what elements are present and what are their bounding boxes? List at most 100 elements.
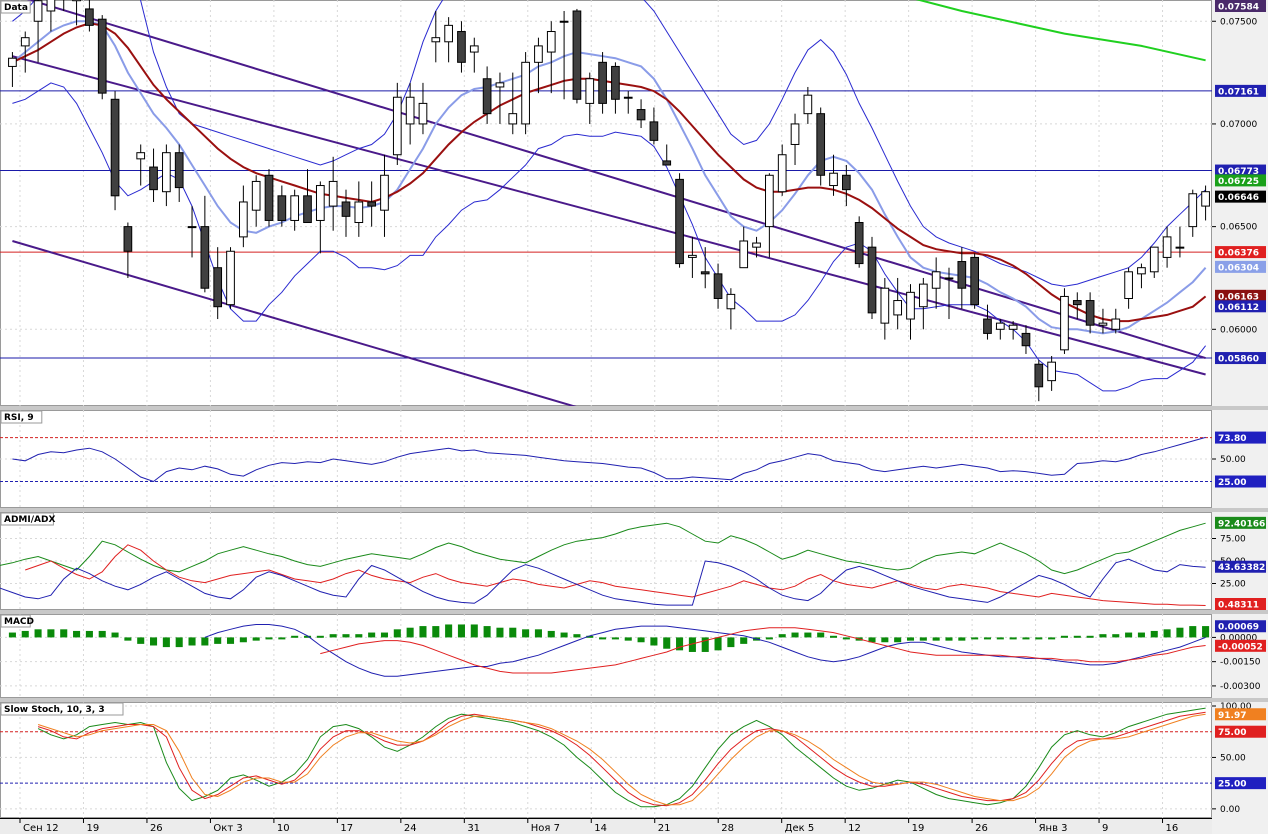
candle[interactable] — [572, 8, 582, 104]
candle[interactable] — [611, 62, 620, 114]
candle[interactable] — [33, 0, 43, 63]
candle[interactable] — [1162, 226, 1172, 268]
candle[interactable] — [1149, 246, 1159, 278]
candle[interactable] — [1188, 189, 1198, 237]
candle[interactable] — [1008, 321, 1018, 340]
candle[interactable] — [46, 0, 56, 32]
candle[interactable] — [688, 236, 697, 278]
candle[interactable] — [777, 144, 787, 196]
candle[interactable] — [867, 236, 877, 320]
candle[interactable] — [97, 15, 107, 100]
candle[interactable] — [85, 0, 94, 32]
candle[interactable] — [1072, 292, 1082, 320]
candle[interactable] — [213, 247, 223, 320]
candle[interactable] — [174, 144, 184, 202]
candle[interactable] — [854, 216, 864, 268]
candle[interactable] — [469, 37, 479, 73]
candle[interactable] — [328, 156, 338, 231]
candle[interactable] — [431, 10, 441, 63]
candle[interactable] — [277, 185, 287, 227]
candle[interactable] — [1047, 355, 1056, 391]
candle[interactable] — [251, 175, 261, 227]
candle[interactable] — [392, 82, 402, 166]
candle[interactable] — [1175, 226, 1185, 258]
candle[interactable] — [957, 247, 967, 309]
candle[interactable] — [970, 253, 979, 309]
candle[interactable] — [1034, 360, 1044, 402]
candle[interactable] — [918, 277, 928, 330]
candle[interactable] — [1201, 185, 1210, 221]
candle[interactable] — [739, 226, 749, 269]
candle[interactable] — [149, 148, 158, 202]
candle[interactable] — [765, 173, 774, 258]
candle[interactable] — [20, 31, 30, 73]
candle[interactable] — [303, 169, 312, 224]
candle[interactable] — [1060, 288, 1069, 354]
candle-body — [662, 160, 672, 166]
candle[interactable] — [226, 247, 235, 309]
candle[interactable] — [906, 284, 915, 340]
candle[interactable] — [72, 0, 81, 26]
panel-separator[interactable] — [0, 698, 1268, 702]
candle[interactable] — [1111, 308, 1121, 334]
candle[interactable] — [546, 21, 556, 94]
candle[interactable] — [187, 206, 197, 258]
candle[interactable] — [713, 263, 723, 309]
panel-separator[interactable] — [0, 610, 1268, 614]
candle[interactable] — [239, 185, 248, 248]
candle[interactable] — [829, 154, 838, 196]
candle[interactable] — [264, 169, 274, 227]
candle[interactable] — [60, 0, 68, 11]
candle[interactable] — [315, 181, 325, 254]
candle[interactable] — [752, 236, 761, 258]
candle[interactable] — [931, 257, 941, 309]
candle[interactable] — [559, 10, 569, 100]
candle[interactable] — [726, 288, 736, 330]
candle[interactable] — [457, 21, 466, 73]
candle[interactable] — [508, 72, 518, 135]
candle[interactable] — [1085, 292, 1095, 334]
candle[interactable] — [1124, 267, 1133, 309]
candle[interactable] — [110, 91, 120, 211]
candle[interactable] — [944, 267, 954, 320]
candle[interactable] — [521, 52, 530, 135]
panel-separator[interactable] — [0, 508, 1268, 512]
candle[interactable] — [341, 189, 351, 237]
candle[interactable] — [983, 304, 992, 340]
candle[interactable] — [816, 107, 826, 186]
candle[interactable] — [598, 52, 607, 114]
candle[interactable] — [803, 86, 813, 124]
candle[interactable] — [136, 144, 146, 186]
candle[interactable] — [200, 195, 210, 293]
candle[interactable] — [636, 99, 646, 129]
candle[interactable] — [675, 173, 684, 268]
candle[interactable] — [418, 82, 428, 135]
candle[interactable] — [700, 247, 710, 289]
candle[interactable] — [482, 66, 492, 124]
candle[interactable] — [8, 52, 17, 87]
candle[interactable] — [880, 277, 890, 340]
candle[interactable] — [405, 82, 415, 145]
candle[interactable] — [380, 154, 389, 237]
candle[interactable] — [842, 165, 851, 207]
candle[interactable] — [790, 113, 800, 166]
candle[interactable] — [649, 107, 659, 145]
candle[interactable] — [623, 91, 633, 114]
candle[interactable] — [290, 189, 300, 231]
candle[interactable] — [495, 72, 505, 124]
panel-separator[interactable] — [0, 406, 1268, 410]
candle[interactable] — [162, 144, 171, 207]
candle[interactable] — [1137, 263, 1146, 289]
candle[interactable] — [662, 144, 672, 166]
candle[interactable] — [534, 37, 543, 94]
candle[interactable] — [444, 17, 453, 63]
candle[interactable] — [354, 181, 364, 237]
candle[interactable] — [995, 319, 1005, 340]
candle[interactable] — [585, 72, 595, 124]
candle[interactable] — [123, 222, 133, 278]
candle[interactable] — [1021, 325, 1031, 354]
candle[interactable] — [893, 277, 903, 330]
candle[interactable] — [367, 181, 376, 227]
candle[interactable] — [1098, 308, 1108, 334]
